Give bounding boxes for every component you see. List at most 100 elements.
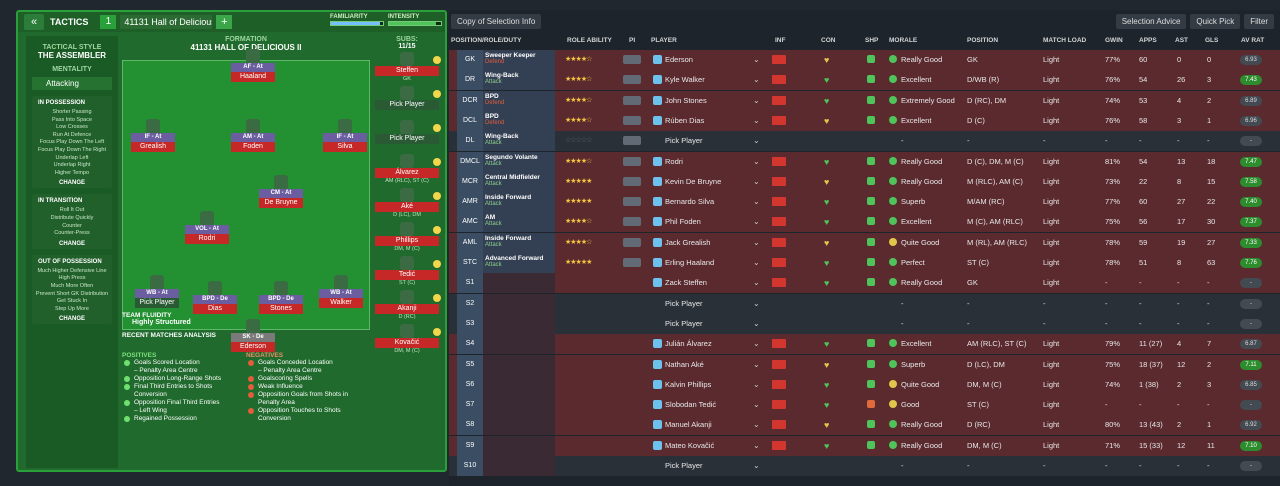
player-name[interactable]: Dias <box>193 304 237 314</box>
column-header[interactable]: PI <box>629 37 636 44</box>
role-duty[interactable]: Advanced Forward Attack <box>483 253 555 273</box>
position-code[interactable]: AMR <box>457 192 483 213</box>
player-name[interactable]: Jack Grealish <box>665 237 711 247</box>
position-code[interactable]: S10 <box>457 456 483 476</box>
position-code[interactable]: GK <box>457 50 483 70</box>
column-header[interactable]: CON <box>821 37 836 44</box>
player-role[interactable]: WB - At <box>135 289 179 298</box>
player-name[interactable]: Phil Foden <box>665 217 701 227</box>
column-header[interactable]: GWIN <box>1105 37 1123 44</box>
position-code[interactable]: AMC <box>457 212 483 233</box>
player-instructions-icon[interactable] <box>623 237 641 247</box>
table-row[interactable]: DR Wing-Back Attack ★★★★☆ Kyle Walker ⌄ ♥ Excel… <box>449 70 1280 91</box>
player-instructions-icon[interactable] <box>623 217 641 227</box>
swap-arrow-icon[interactable] <box>433 56 441 64</box>
player-name[interactable]: Ederson <box>231 342 275 352</box>
player-instructions-icon[interactable] <box>623 115 641 125</box>
chevron-down-icon[interactable]: ⌄ <box>753 75 760 85</box>
role-duty[interactable]: AM Attack <box>483 212 555 233</box>
table-row[interactable]: S9 Mateo Kovačić ⌄ ♥ Really Good DM, M (C) Lig… <box>449 435 1280 456</box>
table-row[interactable]: S1 Zack Steffen ⌄ ♥ Really Good GK Light - - - - - <box>449 273 1280 294</box>
column-header[interactable]: APPS <box>1139 37 1157 44</box>
sub-slot[interactable]: Aké D (LC), DM <box>375 188 441 220</box>
table-row[interactable]: DCL BPD Defend ★★★★☆ Rúben Dias ⌄ ♥ Excellent D … <box>449 110 1280 131</box>
position-code[interactable]: S3 <box>457 313 483 334</box>
player-name[interactable]: Silva <box>323 142 367 152</box>
position-code[interactable]: S6 <box>457 374 483 395</box>
player-name[interactable]: Rodri <box>665 156 683 166</box>
player-name[interactable]: Stones <box>259 304 303 314</box>
column-header[interactable]: POSITION/ROLE/DUTY <box>451 37 522 44</box>
position-code[interactable]: DMCL <box>457 151 483 172</box>
table-row[interactable]: DCR BPD Defend ★★★★☆ John Stones ⌄ ♥ Extremely … <box>449 90 1280 111</box>
chevron-down-icon[interactable]: ⌄ <box>753 461 760 470</box>
player-slot[interactable]: CM - At De Bruyne <box>259 175 303 208</box>
chevron-down-icon[interactable]: ⌄ <box>753 176 760 186</box>
position-code[interactable]: S2 <box>457 293 483 314</box>
chevron-down-icon[interactable]: ⌄ <box>753 95 760 105</box>
copy-selection-button[interactable]: Copy of Selection Info <box>451 13 542 29</box>
player-name[interactable]: Pick Player <box>665 136 703 146</box>
player-name[interactable]: Pick Player <box>135 298 179 308</box>
chevron-down-icon[interactable]: ⌄ <box>753 156 760 166</box>
player-name[interactable]: Ederson <box>665 55 693 64</box>
table-row[interactable]: MCR Central Midfielder Attack ★★★★★ Kevin De… <box>449 171 1280 192</box>
table-row[interactable]: S3 Pick Player ⌄ - - - - - - - - <box>449 313 1280 334</box>
position-code[interactable]: S4 <box>457 334 483 355</box>
player-role[interactable]: SK - De <box>231 333 275 342</box>
table-row[interactable]: S5 Nathan Aké ⌄ ♥ Superb D (LC), DM Light 75% 18… <box>449 354 1280 375</box>
chevron-down-icon[interactable]: ⌄ <box>753 318 760 328</box>
player-name[interactable]: Erling Haaland <box>665 258 715 267</box>
sub-name[interactable]: Tedić <box>375 270 439 280</box>
player-slot[interactable]: WB - At Walker <box>319 275 363 308</box>
player-role[interactable]: BPD - De <box>193 295 237 304</box>
column-header[interactable]: AST <box>1175 37 1188 44</box>
change-button[interactable]: CHANGE <box>58 180 85 187</box>
chevron-down-icon[interactable]: ⌄ <box>753 298 760 308</box>
column-header[interactable]: PLAYER <box>651 37 677 44</box>
player-name[interactable]: Julián Álvarez <box>665 339 712 349</box>
player-instructions-icon[interactable] <box>623 156 641 166</box>
player-instructions-icon[interactable] <box>623 75 641 85</box>
position-code[interactable]: DL <box>457 131 483 152</box>
column-header[interactable]: INF <box>775 37 786 44</box>
sub-name[interactable]: Akanji <box>375 304 439 314</box>
position-code[interactable]: DCL <box>457 110 483 131</box>
player-name[interactable]: Kyle Walker <box>665 75 705 85</box>
swap-arrow-icon[interactable] <box>433 90 441 98</box>
chevron-down-icon[interactable]: ⌄ <box>753 136 760 146</box>
chevron-down-icon[interactable]: ⌄ <box>753 55 760 64</box>
tactic-slot[interactable]: 1 <box>100 15 117 29</box>
sub-slot[interactable]: Tedić ST (C) <box>375 256 441 288</box>
player-slot[interactable]: SK - De Ederson <box>231 319 275 352</box>
chevron-down-icon[interactable]: ⌄ <box>753 359 760 369</box>
player-slot[interactable]: AF - At Haaland <box>231 49 275 82</box>
player-name[interactable]: Zack Steffen <box>665 278 707 288</box>
table-row[interactable]: AMR Inside Forward Attack ★★★★★ Bernardo Sil… <box>449 192 1280 213</box>
player-role[interactable]: IF - At <box>131 133 175 142</box>
player-role[interactable]: IF - At <box>323 133 367 142</box>
player-slot[interactable]: IF - At Grealish <box>131 119 175 152</box>
position-code[interactable]: S5 <box>457 354 483 375</box>
chevron-down-icon[interactable]: ⌄ <box>753 379 760 389</box>
table-row[interactable]: S2 Pick Player ⌄ - - - - - - - - <box>449 293 1280 314</box>
recent-matches-heading[interactable]: RECENT MATCHES ANALYSIS <box>122 332 217 339</box>
change-button[interactable]: CHANGE <box>58 240 85 247</box>
change-button[interactable]: CHANGE <box>58 316 85 323</box>
player-role[interactable]: BPD - De <box>259 295 303 304</box>
position-code[interactable]: STC <box>457 253 483 273</box>
position-code[interactable]: S9 <box>457 435 483 456</box>
table-row[interactable]: GK Sweeper Keeper Defend ★★★★☆ Ederson ⌄ ♥ Real… <box>449 50 1280 70</box>
role-duty[interactable]: BPD Defend <box>483 90 555 111</box>
mentality-select[interactable]: Attacking <box>32 77 112 90</box>
chevron-down-icon[interactable]: ⌄ <box>753 197 760 207</box>
player-role[interactable]: CM - At <box>259 189 303 198</box>
player-instructions-icon[interactable] <box>623 136 641 146</box>
role-duty[interactable]: Wing-Back Attack <box>483 131 555 152</box>
player-instructions-icon[interactable] <box>623 55 641 64</box>
role-duty[interactable]: Sweeper Keeper Defend <box>483 50 555 70</box>
table-row[interactable]: DL Wing-Back Attack ☆☆☆☆☆ Pick Player ⌄ - - - - - -… <box>449 131 1280 152</box>
player-instructions-icon[interactable] <box>623 176 641 186</box>
collapse-button[interactable]: « <box>24 14 44 30</box>
player-name[interactable]: Grealish <box>131 142 175 152</box>
